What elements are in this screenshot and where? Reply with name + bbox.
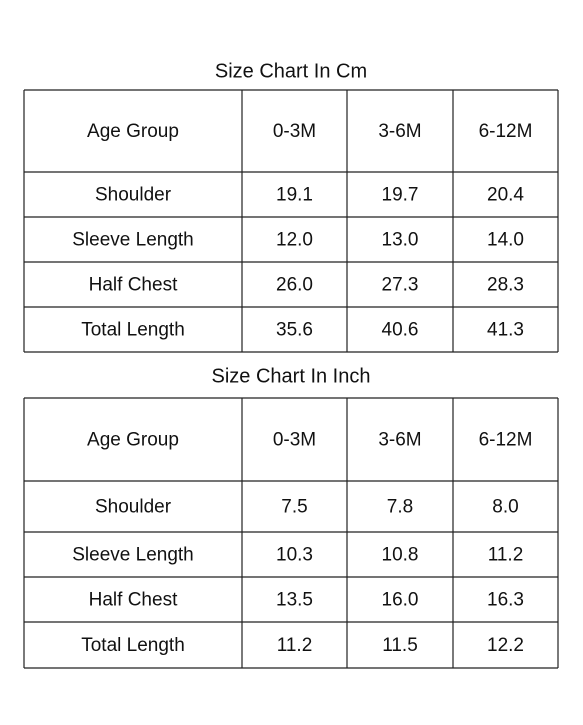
header-cell: Age Group <box>87 430 179 451</box>
cell-value: 7.5 <box>281 497 307 518</box>
cell-value: 13.5 <box>276 590 313 611</box>
cell-value: 16.0 <box>382 590 419 611</box>
header-cell: 0-3M <box>273 430 316 451</box>
cell-value: 7.8 <box>387 497 413 518</box>
cell-value: 40.6 <box>382 320 419 341</box>
row-label: Sleeve Length <box>72 545 194 566</box>
header-cell: Age Group <box>87 121 179 142</box>
row-label: Shoulder <box>95 185 172 206</box>
row-label: Total Length <box>81 320 185 341</box>
cell-value: 20.4 <box>487 185 524 206</box>
cell-value: 35.6 <box>276 320 313 341</box>
cell-value: 11.2 <box>488 545 524 566</box>
cell-value: 10.8 <box>382 545 419 566</box>
header-cell: 3-6M <box>378 430 421 451</box>
row-label: Sleeve Length <box>72 230 194 251</box>
row-label: Total Length <box>81 635 185 656</box>
header-cell: 6-12M <box>479 430 533 451</box>
table-title: Size Chart In Inch <box>212 365 371 387</box>
table-title: Size Chart In Cm <box>215 60 367 82</box>
header-cell: 6-12M <box>479 121 533 142</box>
row-label: Half Chest <box>89 275 178 296</box>
cell-value: 26.0 <box>276 275 313 296</box>
cell-value: 19.7 <box>382 185 419 206</box>
cell-value: 10.3 <box>276 545 313 566</box>
header-cell: 0-3M <box>273 121 316 142</box>
row-label: Half Chest <box>89 590 178 611</box>
cell-value: 12.0 <box>276 230 313 251</box>
cell-value: 12.2 <box>487 635 524 656</box>
cell-value: 11.2 <box>277 635 313 656</box>
cell-value: 28.3 <box>487 275 524 296</box>
cell-value: 14.0 <box>487 230 524 251</box>
cell-value: 27.3 <box>382 275 419 296</box>
cell-value: 13.0 <box>382 230 419 251</box>
cell-value: 41.3 <box>487 320 524 341</box>
header-cell: 3-6M <box>378 121 421 142</box>
cell-value: 16.3 <box>487 590 524 611</box>
row-label: Shoulder <box>95 497 172 518</box>
cell-value: 8.0 <box>492 497 518 518</box>
cell-value: 19.1 <box>276 185 313 206</box>
cell-value: 11.5 <box>382 635 418 656</box>
